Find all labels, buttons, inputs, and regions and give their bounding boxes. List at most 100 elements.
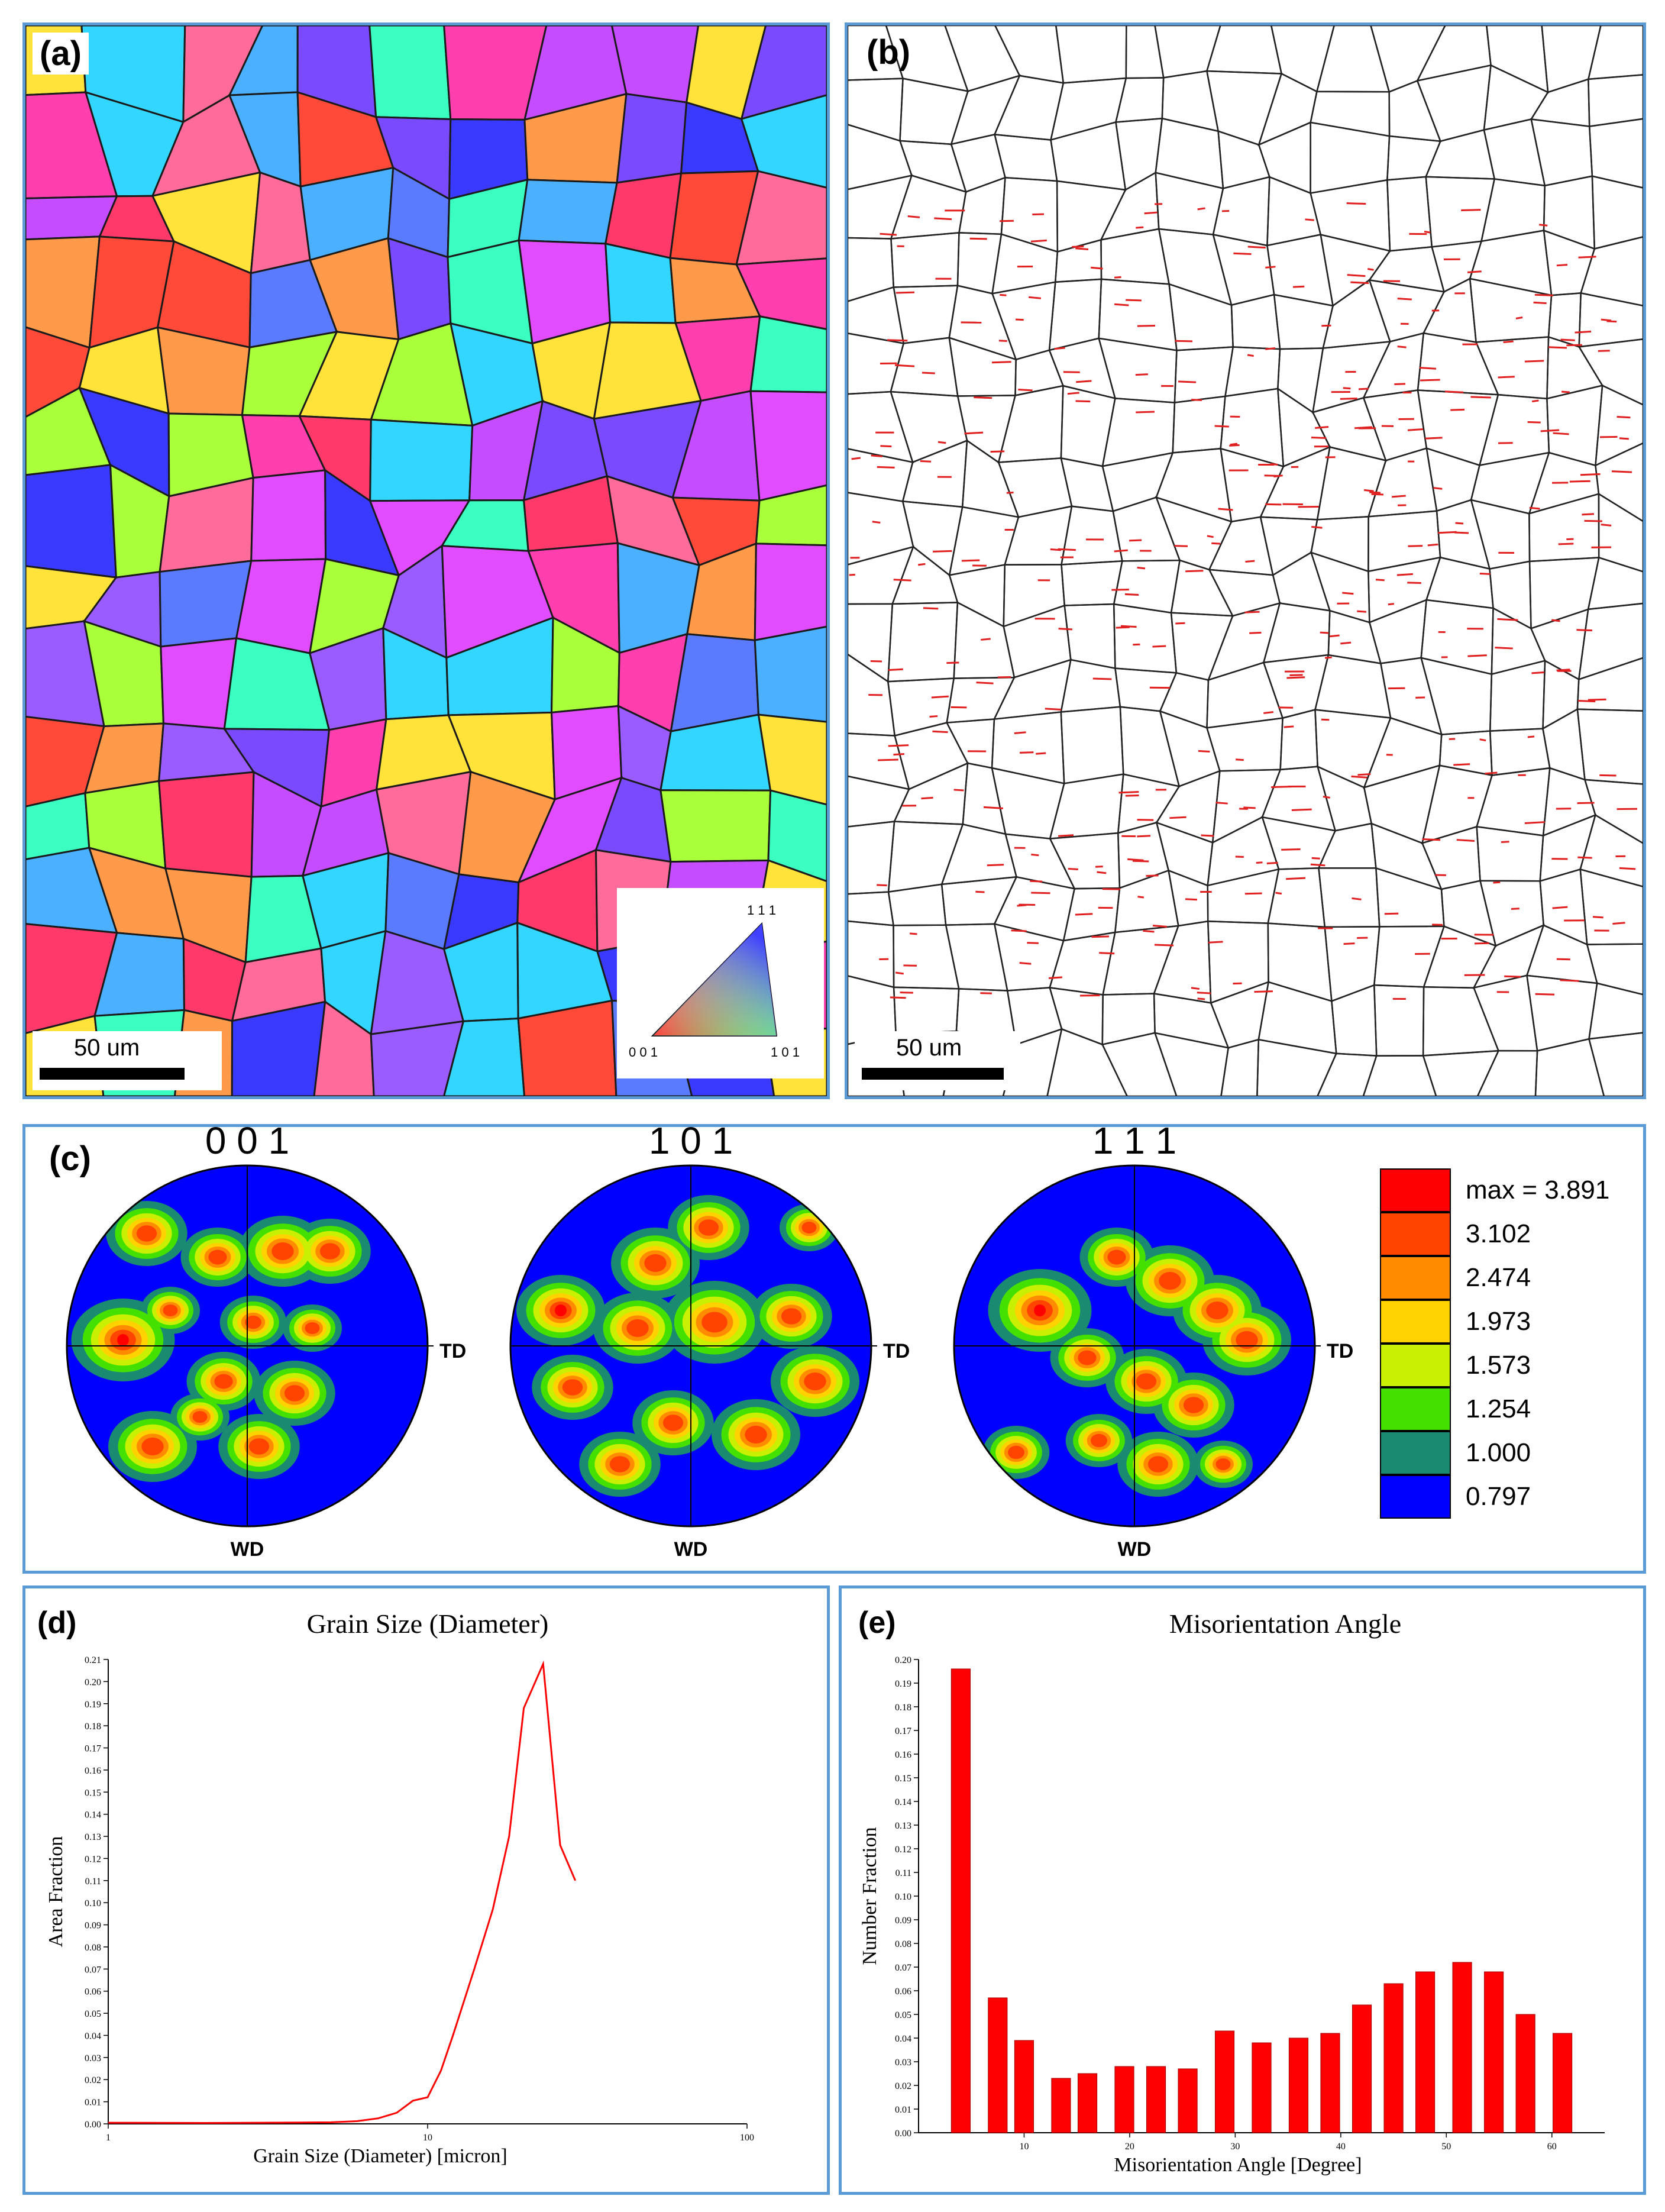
low-angle-boundary xyxy=(1185,898,1198,901)
y-tick-label: 0.12 xyxy=(85,1854,101,1864)
y-tick-label: 0.05 xyxy=(85,2009,101,2019)
low-angle-boundary xyxy=(1191,987,1200,990)
ipf-key-right: 1 0 1 xyxy=(771,1045,800,1060)
low-angle-boundary xyxy=(1265,503,1282,506)
low-angle-boundary xyxy=(1498,442,1513,444)
panel-e-label: (e) xyxy=(858,1606,896,1640)
contour-region xyxy=(1090,1433,1108,1448)
low-angle-boundary xyxy=(1263,711,1274,714)
low-angle-boundary xyxy=(981,638,991,641)
y-tick-label: 0.00 xyxy=(85,2120,101,2130)
low-angle-boundary xyxy=(1120,625,1137,628)
low-angle-boundary xyxy=(931,695,949,699)
y-tick-label: 0.04 xyxy=(85,2031,101,2041)
low-angle-boundary xyxy=(1137,325,1156,327)
bar xyxy=(1515,2014,1535,2133)
y-tick-label: 0.14 xyxy=(895,1797,911,1807)
low-angle-boundary xyxy=(1553,432,1569,435)
low-angle-boundary xyxy=(1144,211,1158,215)
pole-figure-wd-label: WD xyxy=(231,1538,264,1561)
low-angle-boundary xyxy=(1560,979,1579,982)
low-angle-boundary xyxy=(1569,480,1590,483)
low-angle-boundary xyxy=(1397,298,1412,301)
low-angle-boundary xyxy=(1599,774,1616,777)
low-angle-boundary xyxy=(1311,436,1327,439)
low-angle-boundary xyxy=(1291,808,1312,811)
bar xyxy=(1214,2030,1235,2133)
y-tick-label: 0.04 xyxy=(895,2034,911,2044)
low-angle-boundary xyxy=(1293,285,1305,288)
low-angle-boundary xyxy=(1032,213,1045,216)
y-tick-label: 0.07 xyxy=(85,1965,101,1975)
grain-boundary xyxy=(1256,1038,1338,1096)
low-angle-boundary xyxy=(1116,626,1130,629)
low-angle-boundary xyxy=(1350,281,1369,285)
x-tick-label: 30 xyxy=(1230,2142,1240,2152)
grain-boundary xyxy=(1586,943,1643,996)
y-tick-label: 0.20 xyxy=(895,1655,911,1665)
grain-boundary xyxy=(1476,1050,1538,1096)
low-angle-boundary xyxy=(1124,593,1139,596)
grain-boundary xyxy=(1534,1038,1605,1096)
low-angle-boundary xyxy=(1080,994,1100,997)
low-angle-boundary xyxy=(903,964,917,967)
low-angle-boundary xyxy=(932,730,948,734)
low-angle-boundary xyxy=(849,573,855,576)
ipf-map xyxy=(25,25,827,1096)
low-angle-boundary xyxy=(1076,380,1092,383)
contour-region xyxy=(698,1219,719,1236)
y-axis-label: Area Fraction xyxy=(45,1836,67,1948)
y-tick-label: 0.13 xyxy=(85,1832,101,1842)
grain-boundary xyxy=(1580,236,1643,307)
low-angle-boundary xyxy=(1493,881,1501,884)
low-angle-boundary xyxy=(934,217,952,221)
low-angle-boundary xyxy=(1601,524,1612,527)
grain xyxy=(231,1000,326,1096)
low-angle-boundary xyxy=(1075,400,1091,403)
scale-bar-a: 50 um xyxy=(33,1031,222,1090)
low-angle-boundary xyxy=(1129,539,1142,542)
low-angle-boundary xyxy=(1577,856,1592,859)
legend-swatch xyxy=(1380,1431,1451,1475)
contour-peak xyxy=(117,1334,129,1346)
y-tick-label: 0.03 xyxy=(895,2058,911,2068)
low-angle-boundary xyxy=(1577,700,1596,703)
low-angle-boundary xyxy=(907,215,920,218)
low-angle-boundary xyxy=(888,744,909,747)
low-angle-boundary xyxy=(1233,252,1252,256)
legend-swatch xyxy=(1380,1344,1451,1387)
bar xyxy=(1146,2066,1166,2133)
low-angle-boundary xyxy=(1347,274,1366,277)
low-angle-boundary xyxy=(1114,303,1129,306)
legend-label: 2.474 xyxy=(1466,1263,1531,1292)
low-angle-boundary xyxy=(1444,390,1464,393)
low-angle-boundary xyxy=(1028,296,1042,299)
misorientation-chart: (e) Misorientation Angle 0.00 0.01 0.02 0.03 0… xyxy=(858,1606,1605,2176)
low-angle-boundary xyxy=(1075,913,1093,916)
grain-boundary xyxy=(1587,556,1643,611)
low-angle-boundary xyxy=(1479,572,1491,575)
contour-region xyxy=(644,1254,667,1272)
y-tick-label: 0.03 xyxy=(85,2053,101,2064)
low-angle-boundary xyxy=(1286,676,1305,679)
low-angle-boundary xyxy=(1371,493,1384,496)
low-angle-boundary xyxy=(1118,791,1139,794)
grain-boundary xyxy=(1362,1055,1437,1096)
grain xyxy=(749,390,827,502)
low-angle-boundary xyxy=(887,339,908,342)
legend-swatch xyxy=(1380,1300,1451,1344)
y-tick-label: 0.09 xyxy=(895,1916,911,1926)
low-angle-boundary xyxy=(1357,610,1367,613)
grain-boundary xyxy=(1591,175,1643,250)
y-tick-label: 0.02 xyxy=(895,2081,911,2091)
low-angle-boundary xyxy=(1504,975,1521,978)
low-angle-boundary xyxy=(1215,802,1228,805)
x-tick-label: 60 xyxy=(1547,2142,1557,2152)
grain-boundary xyxy=(1595,384,1643,467)
contour-region xyxy=(192,1411,208,1423)
low-angle-boundary xyxy=(1384,912,1399,915)
low-angle-boundary xyxy=(1152,925,1168,928)
legend-label: max = 3.891 xyxy=(1466,1176,1610,1205)
low-angle-boundary xyxy=(1283,725,1294,728)
contour-region xyxy=(305,1322,320,1334)
